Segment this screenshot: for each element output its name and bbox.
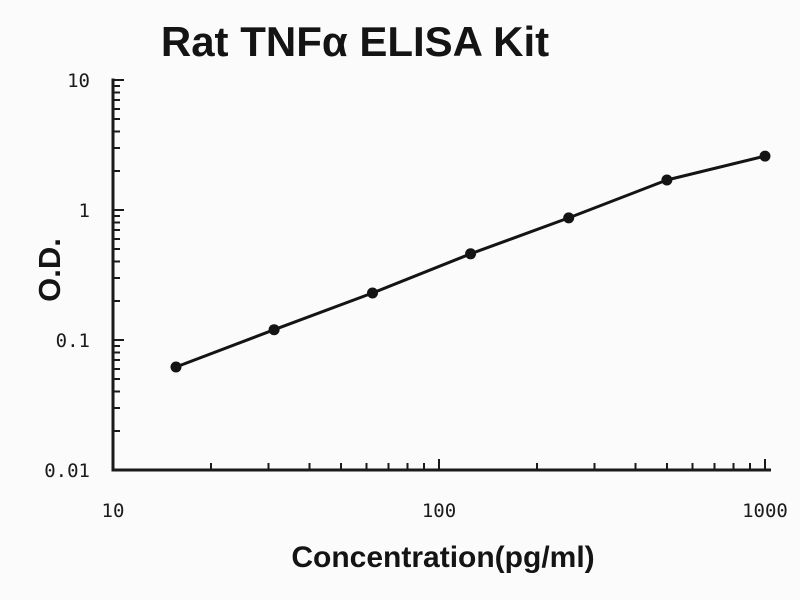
svg-text:0.01: 0.01 (44, 460, 90, 482)
svg-text:10: 10 (67, 70, 90, 92)
svg-text:10: 10 (102, 500, 125, 522)
svg-text:1: 1 (79, 200, 90, 222)
svg-text:0.1: 0.1 (56, 330, 90, 352)
x-axis-label: Concentration(pg/ml) (291, 541, 595, 574)
svg-text:1000: 1000 (742, 500, 788, 522)
chart-title: Rat TNFα ELISA Kit (160, 18, 550, 65)
svg-text:100: 100 (422, 500, 456, 522)
